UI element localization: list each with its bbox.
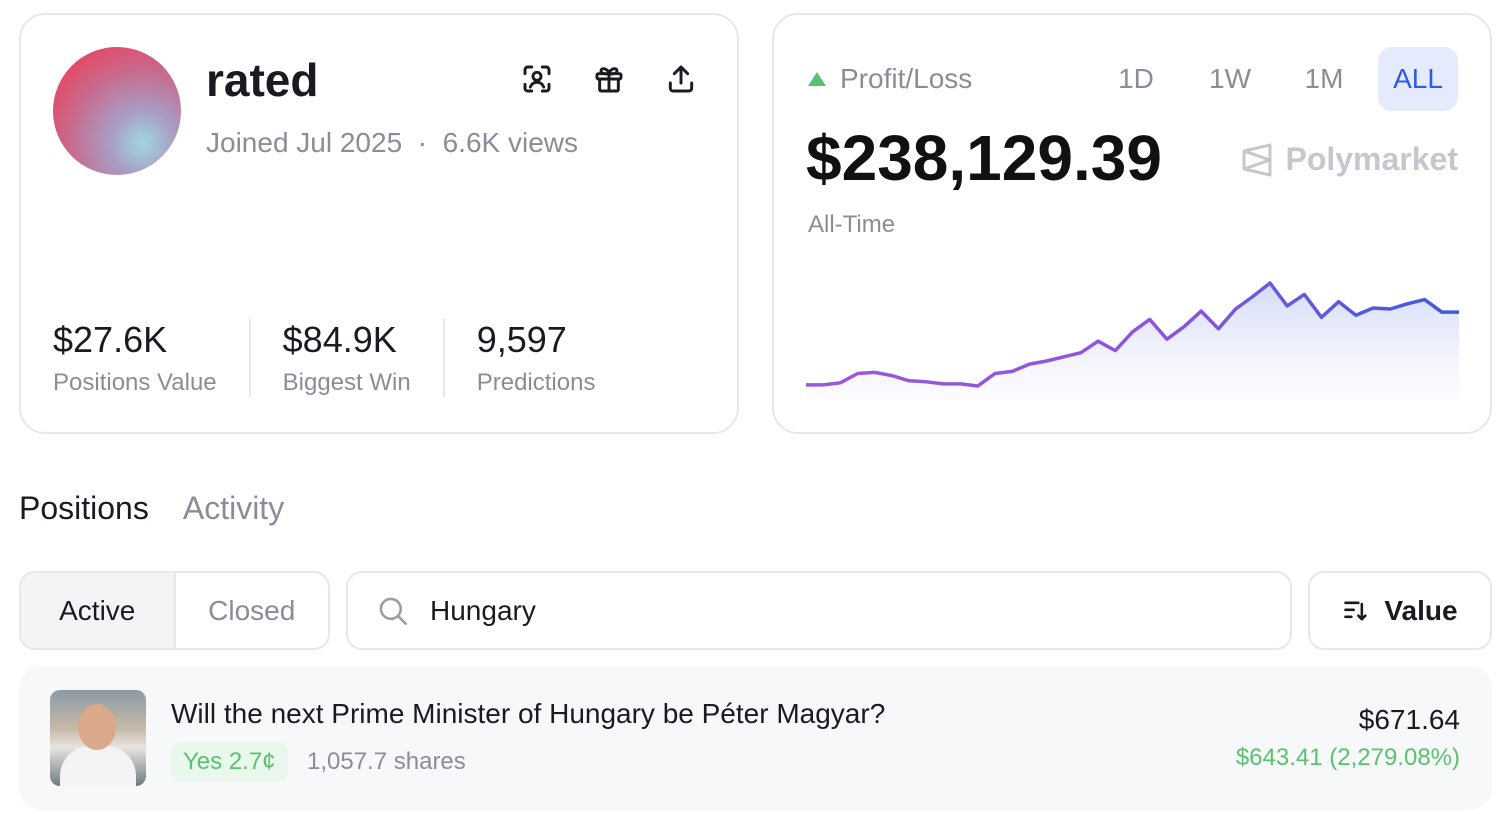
range-1w[interactable]: 1W <box>1209 63 1251 94</box>
pnl-chart <box>806 281 1459 400</box>
stat-label: Positions Value <box>53 369 217 396</box>
share-upload-icon[interactable] <box>665 63 697 95</box>
position-row[interactable]: Will the next Prime Minister of Hungary … <box>19 666 1492 810</box>
trend-up-icon <box>808 72 826 86</box>
stat-value: 9,597 <box>476 319 567 360</box>
profile-meta: Joined Jul 2025 · 6.6K views <box>206 127 578 159</box>
market-title[interactable]: Will the next Prime Minister of Hungary … <box>171 698 886 729</box>
status-segmented-control: Active Closed <box>19 571 330 650</box>
polymarket-icon <box>1242 143 1272 176</box>
search-icon <box>379 597 408 625</box>
view-count: 6.6K views <box>442 127 579 158</box>
market-thumbnail <box>50 690 146 786</box>
avatar <box>53 47 181 175</box>
stat-value: $27.6K <box>53 319 168 360</box>
tab-positions[interactable]: Positions <box>19 490 149 526</box>
gift-icon[interactable] <box>593 63 625 95</box>
separator: · <box>417 127 428 158</box>
pnl-area <box>806 283 1459 400</box>
range-all[interactable]: ALL <box>1378 47 1458 111</box>
segment-closed[interactable]: Closed <box>208 594 296 626</box>
sort-icon <box>1344 601 1368 620</box>
username: rated <box>206 54 319 106</box>
range-1d[interactable]: 1D <box>1118 63 1154 94</box>
joined-date: Joined Jul 2025 <box>206 127 403 158</box>
search-input[interactable] <box>430 594 1250 627</box>
pnl-line <box>806 281 1459 388</box>
tab-activity[interactable]: Activity <box>182 490 285 526</box>
pnl-period: All-Time <box>808 211 896 238</box>
polymarket-logo: Polymarket <box>1241 141 1458 178</box>
stat-biggest-win: $84.9K Biggest Win <box>283 319 445 397</box>
pnl-amount: $238,129.39 <box>806 122 1162 194</box>
search-box <box>346 571 1292 650</box>
position-pnl: $643.41 (2,279.08%) <box>1235 744 1460 771</box>
segment-active[interactable]: Active <box>21 573 176 648</box>
outcome-badge: Yes 2.7¢ <box>171 742 288 782</box>
stat-label: Predictions <box>476 369 596 396</box>
sort-label: Value <box>1384 594 1458 626</box>
position-value: $671.64 <box>1358 704 1460 735</box>
range-1m[interactable]: 1M <box>1304 63 1344 94</box>
stat-positions-value: $27.6K Positions Value <box>53 319 251 397</box>
face-scan-icon[interactable] <box>521 63 553 95</box>
profile-card: rated Joined Jul 2025 · 6.6K views $27.6… <box>19 13 739 434</box>
stat-value: $84.9K <box>282 319 397 360</box>
sort-button[interactable]: Value <box>1308 571 1492 650</box>
shares-count: 1,057.7 shares <box>307 748 466 775</box>
brand-name: Polymarket <box>1285 141 1458 177</box>
pnl-label: Profit/Loss <box>840 63 973 94</box>
stat-label: Biggest Win <box>282 369 411 396</box>
stat-predictions: 9,597 Predictions <box>477 319 628 397</box>
profit-loss-card: Profit/Loss 1D 1W 1M ALL $238,129.39 All… <box>772 13 1492 434</box>
